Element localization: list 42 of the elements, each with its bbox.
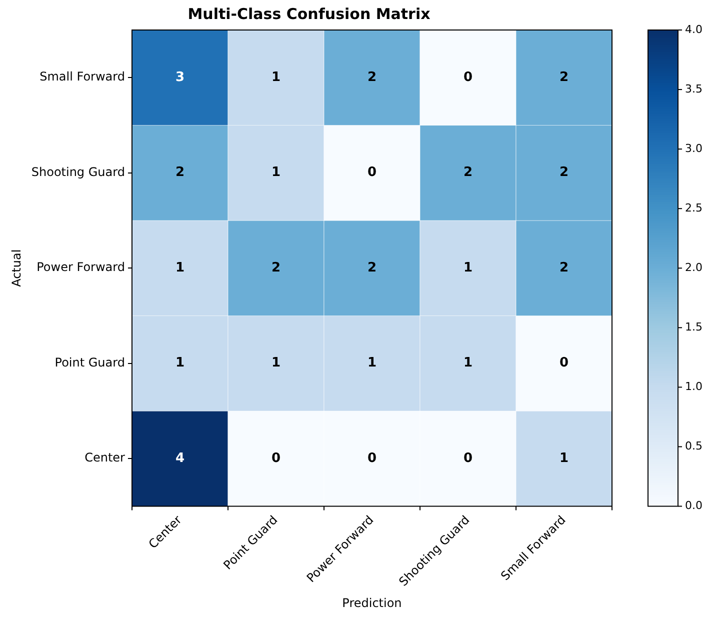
data-label: 2 <box>367 70 377 85</box>
data-label: 1 <box>463 260 473 276</box>
data-label: 0 <box>463 70 473 85</box>
chart-title: Multi-Class Confusion Matrix <box>188 4 431 23</box>
y-tick-label: Power Forward <box>36 260 125 274</box>
data-label: 2 <box>559 165 569 180</box>
y-tick-label: Small Forward <box>40 70 125 84</box>
data-label: 1 <box>175 260 185 276</box>
data-label: 2 <box>175 165 185 180</box>
y-tick-label: Shooting Guard <box>31 165 125 179</box>
data-label: 1 <box>463 356 473 371</box>
color-bar-label: 2.5 <box>685 201 702 214</box>
color-bar-label: 0.5 <box>685 440 702 453</box>
data-label: 4 <box>175 450 185 466</box>
y-tick-label: Center <box>84 450 126 465</box>
data-label: 1 <box>271 356 281 371</box>
x-axis-title: Prediction <box>342 596 402 610</box>
data-label: 2 <box>463 165 473 180</box>
color-bar-label: 1.0 <box>685 380 702 394</box>
data-label: 2 <box>367 260 377 276</box>
color-bar-label: 3.0 <box>685 142 702 155</box>
y-axis-title: Actual <box>9 249 24 287</box>
data-label: 2 <box>559 260 569 276</box>
color-bar-label: 2.0 <box>685 260 702 274</box>
data-label: 1 <box>559 450 569 466</box>
color-bar-label: 0.0 <box>685 499 702 512</box>
y-tick-label: Point Guard <box>54 356 125 370</box>
data-label: 0 <box>559 356 569 371</box>
color-bar-label: 1.5 <box>685 320 702 334</box>
color-bar-label: 4.0 <box>685 22 702 36</box>
data-label: 0 <box>271 450 281 466</box>
data-label: 1 <box>271 165 281 180</box>
data-label: 1 <box>175 356 185 371</box>
data-label: 0 <box>367 450 377 466</box>
data-label: 0 <box>463 450 473 466</box>
data-label: 0 <box>367 165 377 180</box>
data-label: 1 <box>367 356 377 371</box>
data-label: 2 <box>271 260 281 276</box>
color-bar-label: 3.5 <box>685 82 702 96</box>
data-label: 1 <box>271 70 281 85</box>
data-label: 3 <box>175 70 185 85</box>
data-label: 2 <box>559 70 569 85</box>
